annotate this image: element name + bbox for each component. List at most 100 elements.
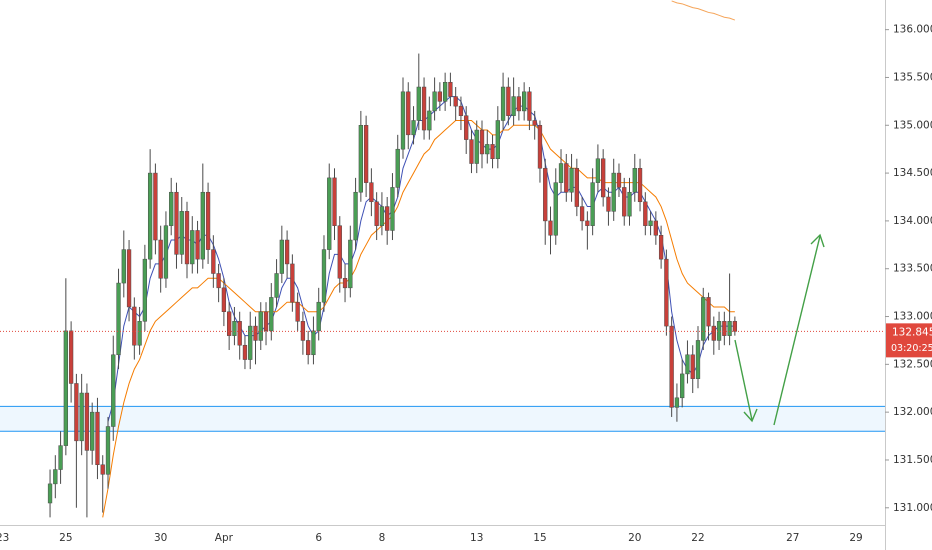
indicator-line [671, 0, 736, 21]
candle-body [174, 191, 179, 255]
y-tick-label: 135.500 [893, 71, 932, 83]
candle-body [727, 321, 732, 336]
candle-body [701, 297, 706, 341]
x-tick-label: 15 [533, 532, 546, 544]
candle-body [574, 168, 579, 207]
candle-body [200, 191, 205, 260]
candle-body [237, 321, 242, 346]
candle-body [137, 321, 142, 346]
candle-body [232, 321, 237, 336]
candle-body [522, 91, 527, 112]
candle-body [321, 249, 327, 303]
candle-body [395, 148, 400, 188]
candle-body [111, 354, 116, 427]
x-tick-label: 6 [315, 532, 322, 544]
candle-body [327, 177, 332, 250]
candle-body [379, 206, 385, 226]
countdown-label: 03:20:25 [891, 343, 932, 354]
y-tick-label: 131.000 [893, 502, 932, 514]
candle-body [469, 139, 474, 164]
candle-body [569, 168, 574, 193]
candle-body [432, 91, 437, 112]
candle-body [258, 311, 263, 341]
y-tick-label: 134.500 [893, 167, 932, 179]
candle-body [553, 182, 558, 236]
candle-body [680, 373, 685, 399]
candle-body [221, 287, 227, 312]
candle-body [527, 91, 532, 121]
candle-body [358, 125, 363, 193]
candle-body [648, 220, 653, 226]
candle-body [348, 239, 353, 289]
candle-body [495, 120, 500, 159]
candle-body [453, 96, 458, 107]
arrow-head [810, 233, 825, 248]
support-zone [0, 406, 885, 432]
candle-body [269, 297, 274, 332]
candle-body [369, 182, 374, 203]
projection-arrows [734, 233, 825, 426]
candle-body [300, 321, 306, 341]
candle-body [363, 125, 369, 183]
candle-body [543, 168, 548, 222]
x-tick-label: Apr [215, 532, 234, 544]
candle-body [374, 201, 379, 226]
candle-body [421, 86, 427, 131]
candle-body [627, 191, 632, 217]
candle-body [722, 321, 727, 336]
y-tick-label: 135.000 [893, 119, 932, 131]
candle-body [558, 163, 564, 183]
candle-body [590, 182, 595, 226]
candle-body [564, 163, 569, 193]
candle-body [711, 325, 716, 341]
candle-body [227, 311, 232, 336]
arrow-down [734, 339, 753, 421]
candle-body [732, 321, 738, 332]
candle-body [242, 344, 248, 360]
candle-body [416, 86, 421, 121]
candle-body [105, 426, 111, 475]
candle-body [284, 239, 290, 265]
candle-body [637, 168, 643, 203]
candle-body [211, 249, 216, 274]
candle-body [100, 464, 105, 475]
candle-body [490, 144, 495, 159]
candle-body [121, 249, 126, 284]
x-tick-label: 30 [154, 532, 167, 544]
candle-body [622, 187, 627, 217]
candle-body [532, 120, 537, 126]
candle-body [316, 301, 321, 332]
candle-body [216, 273, 221, 289]
candle-body [390, 187, 395, 231]
candle-body [500, 86, 506, 121]
candle-body [263, 311, 269, 332]
arrow-up [773, 235, 821, 426]
candle-body [464, 115, 469, 140]
y-tick-label: 131.500 [893, 454, 932, 466]
candle-body [643, 201, 648, 226]
candle-body [506, 86, 511, 116]
candle-body [400, 91, 406, 150]
candle-body [669, 325, 674, 408]
candle-body [427, 110, 432, 131]
candle-body [595, 158, 601, 183]
candle-body [548, 220, 553, 236]
x-tick-label: 22 [691, 532, 704, 544]
candle-body [448, 81, 453, 97]
y-tick-label: 133.500 [893, 263, 932, 275]
candle-body [58, 445, 63, 470]
x-tick-label: 25 [59, 532, 72, 544]
candle-body [90, 411, 95, 451]
candle-body [695, 340, 701, 379]
candle-body [332, 177, 337, 226]
price-badge [886, 323, 932, 358]
candle-body [601, 158, 606, 198]
candle-body [47, 483, 53, 504]
candle-body [53, 469, 58, 485]
y-tick-label: 132.500 [893, 358, 932, 370]
candle-body [311, 330, 316, 356]
price-label: 132.845 [892, 326, 932, 338]
candle-body [95, 411, 100, 466]
candle-body [195, 230, 200, 260]
candle-body [411, 120, 416, 136]
